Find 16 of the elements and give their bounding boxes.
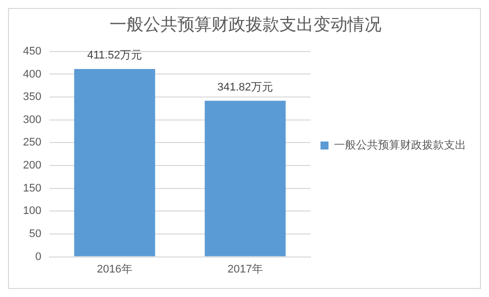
y-tick-label: 350 [22, 91, 42, 104]
y-tick-label: 400 [22, 68, 42, 80]
x-tick-label: 2017年 [227, 263, 263, 276]
y-tick-label: 150 [22, 182, 42, 194]
data-label: 341.82万元 [217, 81, 274, 94]
y-tick-label: 300 [22, 114, 42, 126]
y-tick-label: 0 [35, 250, 42, 263]
y-tick-label: 250 [22, 136, 42, 149]
chart-title: 一般公共预算财政拨款支出变动情况 [110, 14, 382, 34]
y-tick-label: 200 [22, 160, 42, 172]
y-tick-label: 100 [22, 205, 42, 218]
x-tick-label: 2016年 [96, 263, 132, 276]
data-label: 411.52万元 [87, 49, 142, 62]
y-tick-label: 450 [22, 45, 42, 58]
y-tick-label: 50 [29, 228, 42, 240]
legend-label: 一般公共预算财政拨款支出 [334, 138, 466, 152]
